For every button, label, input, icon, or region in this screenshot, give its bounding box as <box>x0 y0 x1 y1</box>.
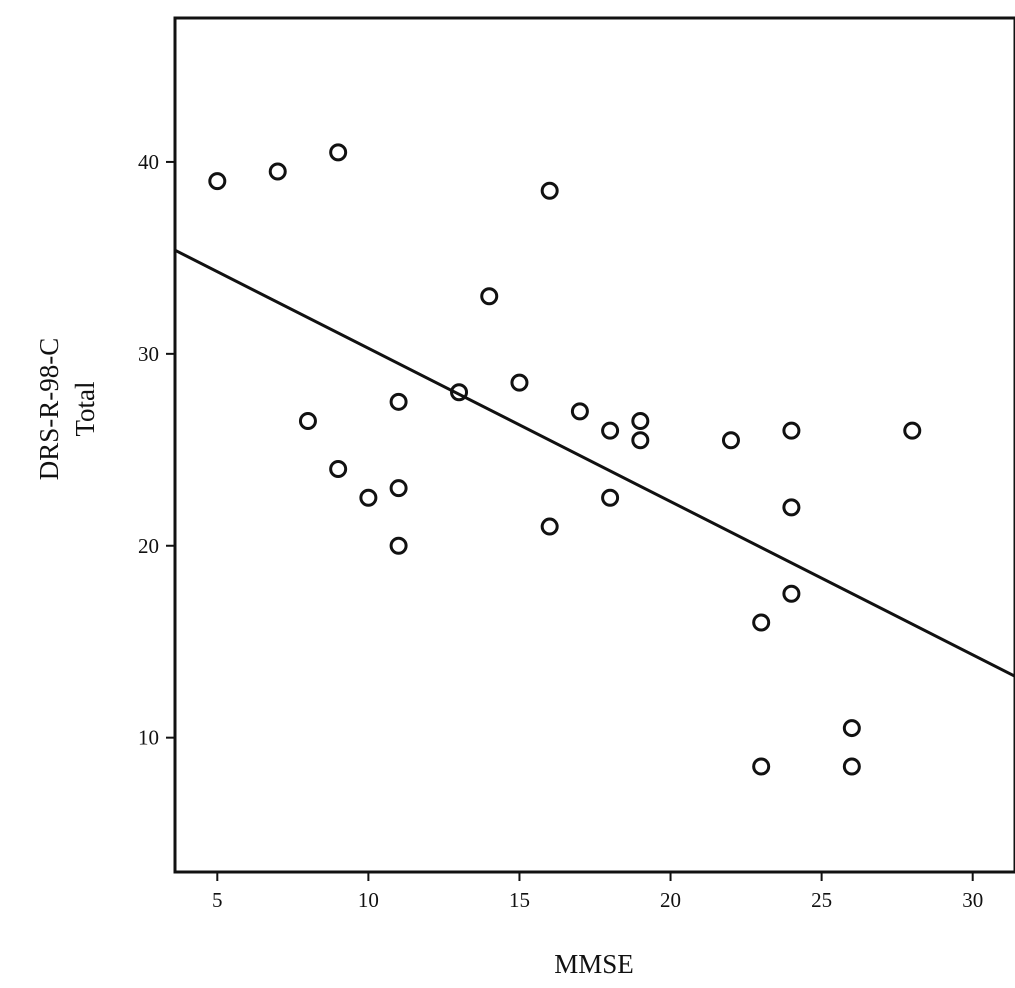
data-point <box>842 719 861 738</box>
data-point <box>782 498 801 517</box>
data-point <box>721 431 740 450</box>
data-point <box>389 479 408 498</box>
plot-frame <box>173 16 1015 874</box>
x-tick-label: 20 <box>660 888 681 912</box>
data-point <box>782 421 801 440</box>
y-tick-label: 30 <box>138 342 159 366</box>
data-point <box>298 412 317 431</box>
data-layer <box>174 143 1015 776</box>
data-point <box>601 488 620 507</box>
data-point <box>389 536 408 555</box>
x-tick-label: 30 <box>962 888 983 912</box>
x-tick-label: 10 <box>358 888 379 912</box>
fit-line <box>174 248 1015 678</box>
data-point <box>842 757 861 776</box>
data-point <box>540 517 559 536</box>
data-point <box>631 412 650 431</box>
data-point <box>903 421 922 440</box>
data-point <box>480 287 499 306</box>
x-tick-label: 25 <box>811 888 832 912</box>
data-point <box>359 488 378 507</box>
y-tick-label: 40 <box>138 150 159 174</box>
data-point <box>631 431 650 450</box>
data-point <box>329 459 348 478</box>
y-tick-label: 10 <box>138 726 159 750</box>
x-axis-title: MMSE <box>554 949 634 979</box>
data-point <box>782 584 801 603</box>
label-layer: MMSE DRS-R-98-C Total 5 10 15 20 25 30 10 20 30 4… <box>34 150 983 979</box>
data-point <box>570 402 589 421</box>
y-axis-title-line-2: Total <box>70 381 100 436</box>
data-point <box>540 181 559 200</box>
plot-area <box>166 16 1015 881</box>
data-point <box>329 143 348 162</box>
data-point <box>268 162 287 181</box>
data-point <box>208 172 227 191</box>
x-tick-label: 5 <box>212 888 223 912</box>
data-point <box>450 383 469 402</box>
data-point <box>510 373 529 392</box>
data-point <box>752 613 771 632</box>
data-point <box>752 757 771 776</box>
data-point <box>389 392 408 411</box>
y-tick-label: 20 <box>138 534 159 558</box>
x-tick-label: 15 <box>509 888 530 912</box>
data-point <box>601 421 620 440</box>
y-axis-title-line-1: DRS-R-98-C <box>34 338 64 481</box>
